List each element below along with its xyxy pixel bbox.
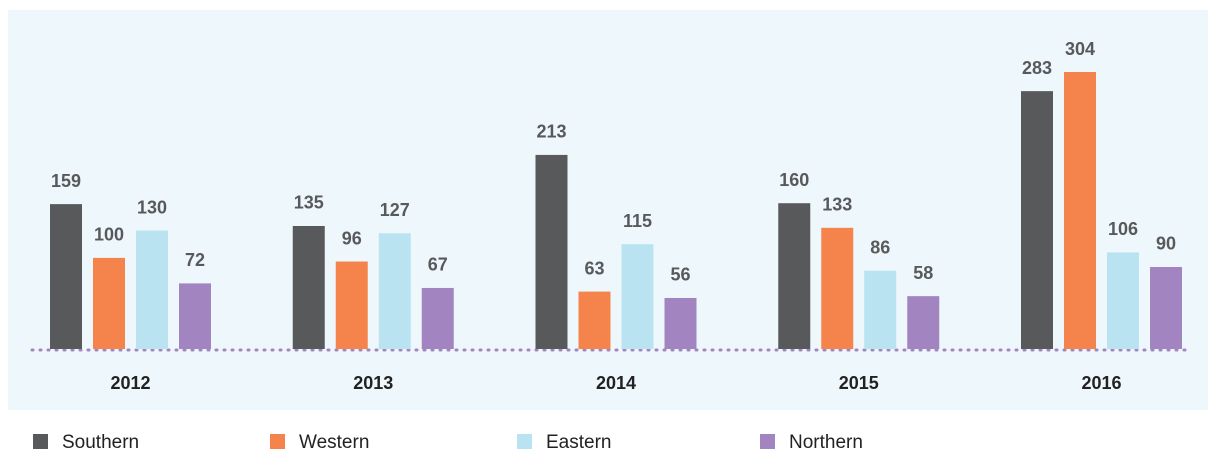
x-tick-label: 2014: [596, 373, 636, 393]
data-label: 58: [913, 263, 933, 283]
data-label: 127: [380, 200, 410, 220]
data-label: 67: [428, 255, 448, 275]
legend-swatch: [33, 434, 48, 449]
bar: [335, 261, 368, 349]
data-label: 100: [94, 225, 124, 245]
data-label: 115: [623, 211, 652, 231]
bar: [778, 203, 811, 349]
legend-swatch: [760, 434, 775, 449]
data-label: 135: [294, 193, 324, 213]
data-label: 283: [1022, 58, 1052, 78]
bar: [535, 154, 568, 349]
bar: [292, 225, 325, 349]
bar: [621, 244, 654, 349]
data-label: 160: [779, 170, 809, 190]
bar: [578, 291, 611, 349]
bar: [1107, 252, 1139, 349]
bar: [864, 270, 897, 349]
bar: [378, 233, 411, 349]
bar: [821, 227, 854, 349]
x-tick-label: 2012: [110, 373, 150, 393]
legend-label: Southern: [62, 432, 139, 452]
legend-label: Eastern: [546, 432, 611, 452]
data-label: 213: [536, 122, 566, 142]
x-tick-label: 2016: [1081, 373, 1121, 393]
data-label: 86: [870, 237, 890, 257]
data-label: 133: [822, 195, 852, 215]
data-label: 130: [137, 197, 167, 217]
bar: [136, 230, 168, 349]
bar: [50, 204, 82, 349]
data-label: 56: [670, 265, 690, 285]
data-label: 96: [342, 228, 362, 248]
data-label: 63: [584, 258, 604, 278]
data-label: 90: [1156, 234, 1176, 254]
data-label: 106: [1108, 219, 1138, 239]
legend-swatch: [517, 434, 532, 449]
x-tick-label: 2013: [353, 373, 393, 393]
legend-label: Western: [299, 432, 369, 452]
data-label: 304: [1065, 39, 1095, 59]
bar: [664, 297, 697, 349]
x-tick-label: 2015: [839, 373, 879, 393]
legend-label: Northern: [789, 432, 863, 452]
bar: [421, 287, 454, 349]
bar: [907, 296, 940, 349]
bar: [179, 283, 211, 349]
data-label: 72: [185, 250, 205, 270]
bar: [1150, 266, 1182, 349]
bar: [1064, 72, 1096, 349]
data-label: 159: [51, 171, 81, 191]
legend-swatch: [270, 434, 285, 449]
bar: [93, 257, 125, 349]
bar: [1021, 91, 1053, 350]
